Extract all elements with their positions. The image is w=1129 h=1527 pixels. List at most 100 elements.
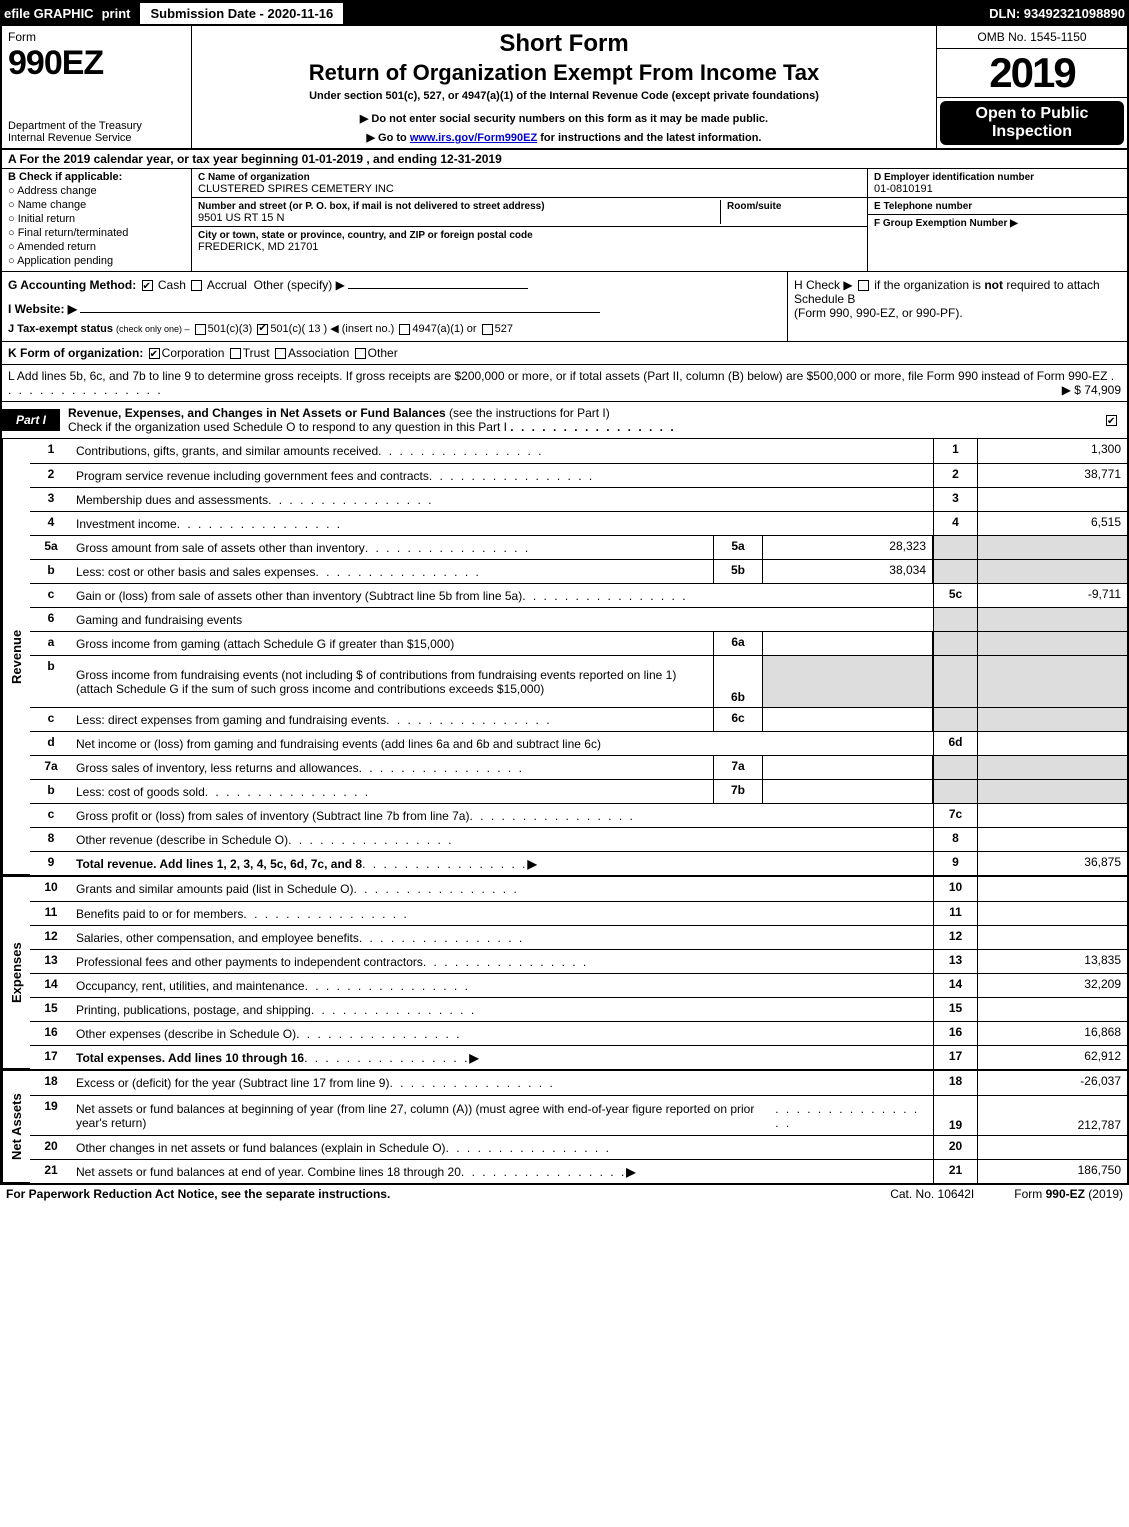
- line-6a-desc: Gross income from gaming (attach Schedul…: [72, 632, 713, 655]
- goto-post: for instructions and the latest informat…: [537, 132, 761, 144]
- lbl-trust: Trust: [243, 346, 270, 360]
- row-l: L Add lines 5b, 6c, and 7b to line 9 to …: [0, 365, 1129, 402]
- line-9-desc: Total revenue. Add lines 1, 2, 3, 4, 5c,…: [72, 852, 933, 875]
- phone-cell: E Telephone number: [868, 198, 1127, 215]
- chk-schedule-b[interactable]: [858, 280, 869, 291]
- street-label: Number and street (or P. O. box, if mail…: [198, 201, 545, 212]
- return-title: Return of Organization Exempt From Incom…: [200, 60, 928, 86]
- row-h-post: if the organization is: [874, 278, 984, 292]
- street-cell: Number and street (or P. O. box, if mail…: [198, 200, 721, 224]
- line-6c-num: c: [30, 708, 72, 731]
- line-5c-num: c: [30, 584, 72, 607]
- line-5b-num: b: [30, 560, 72, 583]
- chk-527[interactable]: [482, 324, 493, 335]
- street-value: 9501 US RT 15 N: [198, 212, 284, 224]
- chk-initial-return[interactable]: Initial return: [8, 213, 185, 225]
- other-method-input[interactable]: [348, 288, 528, 289]
- line-7c: c Gross profit or (loss) from sales of i…: [30, 803, 1127, 827]
- line-7a-rval: [977, 756, 1127, 779]
- part-1-checkbox-cell: [1096, 409, 1127, 431]
- line-19-desc: Net assets or fund balances at beginning…: [72, 1096, 933, 1135]
- line-4-rnum: 4: [933, 512, 977, 535]
- top-bar: efile GRAPHIC print Submission Date - 20…: [0, 0, 1129, 26]
- ein-cell: D Employer identification number 01-0810…: [868, 169, 1127, 198]
- line-6a-num: a: [30, 632, 72, 655]
- line-17: 17 Total expenses. Add lines 10 through …: [30, 1045, 1127, 1069]
- chk-501c[interactable]: [257, 324, 268, 335]
- line-6c-rval: [977, 708, 1127, 731]
- line-6c-subval: [763, 708, 933, 731]
- tax-year: 2019: [937, 49, 1127, 98]
- line-9-rnum: 9: [933, 852, 977, 875]
- chk-amended-return[interactable]: Amended return: [8, 241, 185, 253]
- org-name-label: C Name of organization: [198, 172, 310, 183]
- dept-irs: Internal Revenue Service: [8, 132, 132, 144]
- line-5c-desc: Gain or (loss) from sale of assets other…: [72, 584, 933, 607]
- form-word: Form: [8, 30, 185, 44]
- lbl-accrual: Accrual: [207, 278, 247, 292]
- part-1-header: Part I Revenue, Expenses, and Changes in…: [0, 402, 1129, 439]
- chk-corporation[interactable]: [149, 348, 160, 359]
- website-input[interactable]: [80, 312, 600, 313]
- chk-name-change[interactable]: Name change: [8, 199, 185, 211]
- row-h-not: not: [984, 278, 1003, 292]
- chk-schedule-o-used[interactable]: [1106, 415, 1117, 426]
- line-14-rval: 32,209: [977, 974, 1127, 997]
- line-17-desc: Total expenses. Add lines 10 through 16: [72, 1046, 933, 1069]
- line-8: 8 Other revenue (describe in Schedule O)…: [30, 827, 1127, 851]
- header-left: Form 990EZ Department of the Treasury In…: [2, 26, 192, 148]
- line-5b-desc: Less: cost or other basis and sales expe…: [72, 560, 713, 583]
- org-name-value: CLUSTERED SPIRES CEMETERY INC: [198, 183, 394, 195]
- print-label[interactable]: print: [102, 6, 131, 21]
- info-block: B Check if applicable: Address change Na…: [0, 169, 1129, 272]
- chk-accrual[interactable]: [191, 280, 202, 291]
- line-6b-subval: [763, 656, 933, 707]
- row-j-sub: (check only one) –: [116, 324, 190, 334]
- line-6b-rnum: [933, 656, 977, 707]
- line-16-rnum: 16: [933, 1022, 977, 1045]
- city-label: City or town, state or province, country…: [198, 230, 533, 241]
- chk-final-return[interactable]: Final return/terminated: [8, 227, 185, 239]
- line-2-rnum: 2: [933, 464, 977, 487]
- line-7b: b Less: cost of goods sold 7b: [30, 779, 1127, 803]
- revenue-rows: 1 Contributions, gifts, grants, and simi…: [30, 439, 1127, 875]
- chk-association[interactable]: [275, 348, 286, 359]
- line-8-num: 8: [30, 828, 72, 851]
- part-1-check-dots: [510, 420, 675, 434]
- line-5b-rval: [977, 560, 1127, 583]
- line-16-num: 16: [30, 1022, 72, 1045]
- chk-cash[interactable]: [142, 280, 153, 291]
- dln-label: DLN: 93492321098890: [989, 6, 1125, 21]
- line-5a: 5a Gross amount from sale of assets othe…: [30, 535, 1127, 559]
- chk-other-org[interactable]: [355, 348, 366, 359]
- line-15-num: 15: [30, 998, 72, 1021]
- omb-number: OMB No. 1545-1150: [937, 26, 1127, 49]
- line-2: 2 Program service revenue including gove…: [30, 463, 1127, 487]
- line-12-num: 12: [30, 926, 72, 949]
- line-12: 12 Salaries, other compensation, and emp…: [30, 925, 1127, 949]
- chk-4947[interactable]: [399, 324, 410, 335]
- line-12-rval: [977, 926, 1127, 949]
- line-7a-num: 7a: [30, 756, 72, 779]
- line-17-rnum: 17: [933, 1046, 977, 1069]
- city-cell: City or town, state or province, country…: [192, 227, 867, 255]
- line-20-rval: [977, 1136, 1127, 1159]
- line-6b: b Gross income from fundraising events (…: [30, 655, 1127, 707]
- irs-link[interactable]: www.irs.gov/Form990EZ: [410, 132, 537, 144]
- line-7a-subcol: 7a: [713, 756, 763, 779]
- chk-address-change[interactable]: Address change: [8, 185, 185, 197]
- chk-501c3[interactable]: [195, 324, 206, 335]
- short-form-title: Short Form: [200, 30, 928, 58]
- line-3: 3 Membership dues and assessments 3: [30, 487, 1127, 511]
- do-not-enter-warning: ▶ Do not enter social security numbers o…: [200, 112, 928, 125]
- line-7c-num: c: [30, 804, 72, 827]
- line-20-rnum: 20: [933, 1136, 977, 1159]
- efile-label: efile GRAPHIC: [4, 6, 94, 21]
- line-5b: b Less: cost or other basis and sales ex…: [30, 559, 1127, 583]
- line-1-rval: 1,300: [977, 439, 1127, 463]
- chk-application-pending[interactable]: Application pending: [8, 255, 185, 267]
- row-a-tax-year: A For the 2019 calendar year, or tax yea…: [0, 150, 1129, 169]
- line-6a-rnum: [933, 632, 977, 655]
- chk-trust[interactable]: [230, 348, 241, 359]
- form-header: Form 990EZ Department of the Treasury In…: [0, 26, 1129, 150]
